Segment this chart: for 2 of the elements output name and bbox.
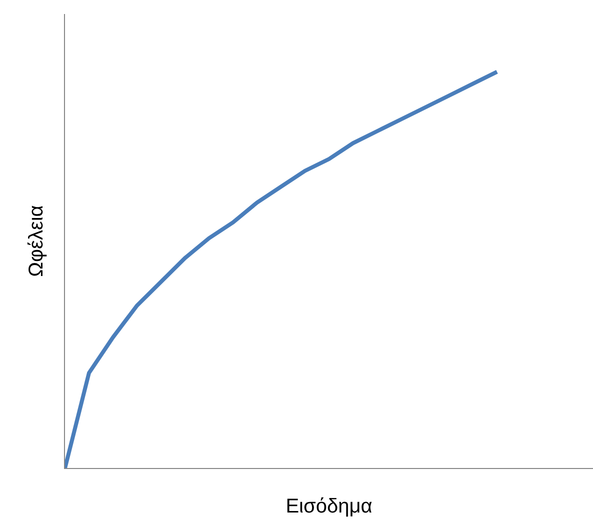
y-axis-title: Ωφέλεια <box>26 205 48 277</box>
x-axis-title: Εισόδημα <box>286 496 372 518</box>
